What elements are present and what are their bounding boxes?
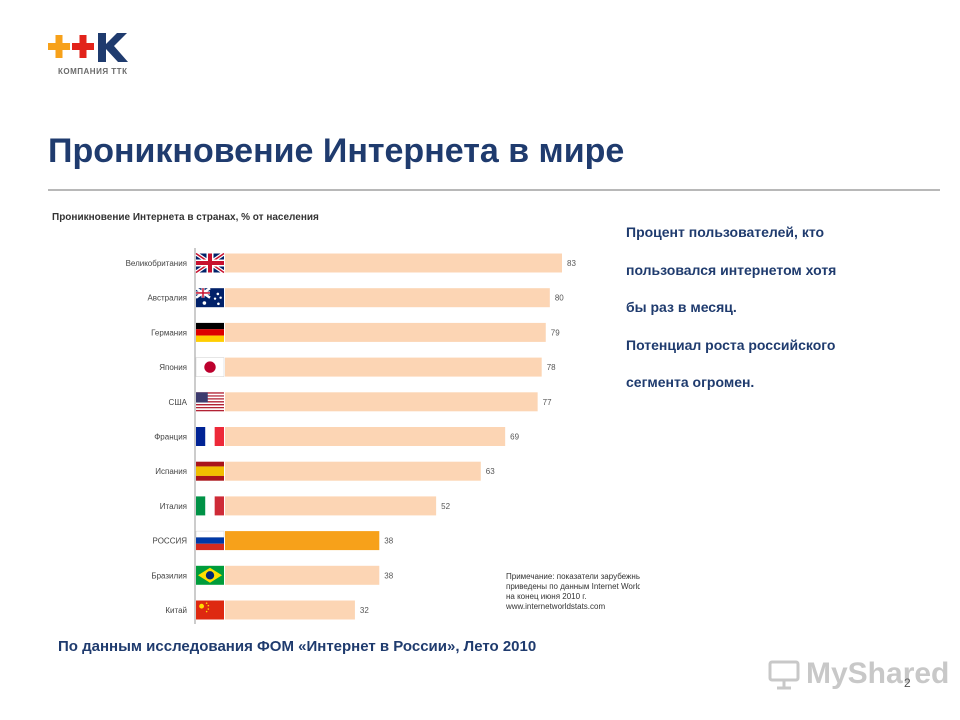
- logo-caption: КОМПАНИЯ ТТК: [58, 67, 128, 76]
- chart-title: Проникновение Интернета в странах, % от …: [52, 212, 319, 223]
- category-label: Китай: [165, 606, 187, 615]
- chart-note-line: приведены по данным Internet World Stats: [506, 582, 640, 591]
- category-label: Германия: [151, 328, 187, 337]
- chart-bar: [225, 322, 546, 342]
- value-label: 79: [551, 328, 560, 337]
- side-text-line: пользовался интернетом хотя: [626, 261, 837, 278]
- usa-flag-icon: [196, 392, 224, 412]
- value-label: 63: [486, 467, 495, 476]
- australia-flag-icon: [195, 287, 224, 308]
- value-label: 69: [510, 433, 519, 442]
- source-note: По данным исследования ФОМ «Интернет в Р…: [58, 638, 537, 655]
- category-label: Франция: [154, 433, 187, 442]
- china-flag-icon: [196, 600, 224, 620]
- chart-bar: [225, 461, 481, 481]
- russia-flag-icon: [195, 530, 225, 551]
- chart-bar: [225, 357, 542, 377]
- side-text-line: Процент пользователей, кто: [626, 224, 825, 240]
- watermark: MyShared: [768, 656, 949, 692]
- value-label: 78: [547, 363, 556, 372]
- chart-bar: [225, 253, 562, 273]
- category-label: Австралия: [147, 294, 187, 303]
- penetration-bar-chart: Проникновение Интернета в странах, % от …: [52, 212, 640, 624]
- chart-bar: [225, 496, 437, 516]
- uk-flag-icon: [194, 251, 226, 275]
- page-number: 2: [904, 676, 911, 690]
- value-label: 32: [360, 606, 369, 615]
- chart-bar: [225, 288, 550, 308]
- category-label: Испания: [155, 467, 187, 476]
- chart-bar: [225, 531, 380, 551]
- logo-plus-orange-vertical: [55, 35, 63, 58]
- category-label: Италия: [160, 502, 187, 511]
- logo-k-letter: [98, 33, 128, 62]
- logo-plus-red-vertical: [79, 35, 87, 58]
- chart-note-line: на конец июня 2010 г.: [506, 592, 586, 601]
- value-label: 77: [543, 398, 552, 407]
- spain-flag-icon: [196, 461, 224, 481]
- chart-bar: [225, 427, 506, 446]
- category-label: Бразилия: [151, 571, 187, 580]
- chart-bar: [225, 600, 355, 620]
- chart-bar: [225, 392, 538, 412]
- presentation-icon: [768, 660, 800, 690]
- chart-bar: [225, 565, 380, 585]
- value-label: 38: [384, 537, 393, 546]
- ttk-logo: [48, 33, 128, 62]
- title-divider: [48, 189, 940, 191]
- category-label: США: [169, 398, 188, 407]
- side-text-line: Потенциал роста российского: [626, 336, 836, 353]
- france-flag-icon: [196, 427, 224, 446]
- chart-note-line: www.internetworldstats.com: [505, 602, 605, 611]
- category-label: РОССИЯ: [153, 537, 188, 546]
- page-title: Проникновение Интернета в мире: [48, 132, 625, 170]
- value-label: 38: [384, 571, 393, 580]
- germany-flag-icon: [196, 322, 224, 342]
- chart-note-line: Примечание: показатели зарубежных стран: [506, 572, 640, 581]
- side-text-line: бы раз в месяц.: [626, 299, 737, 315]
- category-label: Великобритания: [126, 259, 187, 268]
- side-description: Процент пользователей, кто пользовался и…: [626, 214, 926, 402]
- italy-flag-icon: [196, 496, 224, 516]
- brazil-flag-icon: [196, 565, 224, 585]
- value-label: 80: [555, 294, 564, 303]
- value-label: 52: [441, 502, 450, 511]
- side-text-line: сегмента огромен.: [626, 374, 755, 390]
- value-label: 83: [567, 259, 576, 268]
- category-label: Япония: [159, 363, 187, 372]
- watermark-text: MyShared: [806, 657, 950, 690]
- japan-flag-icon: [195, 357, 225, 377]
